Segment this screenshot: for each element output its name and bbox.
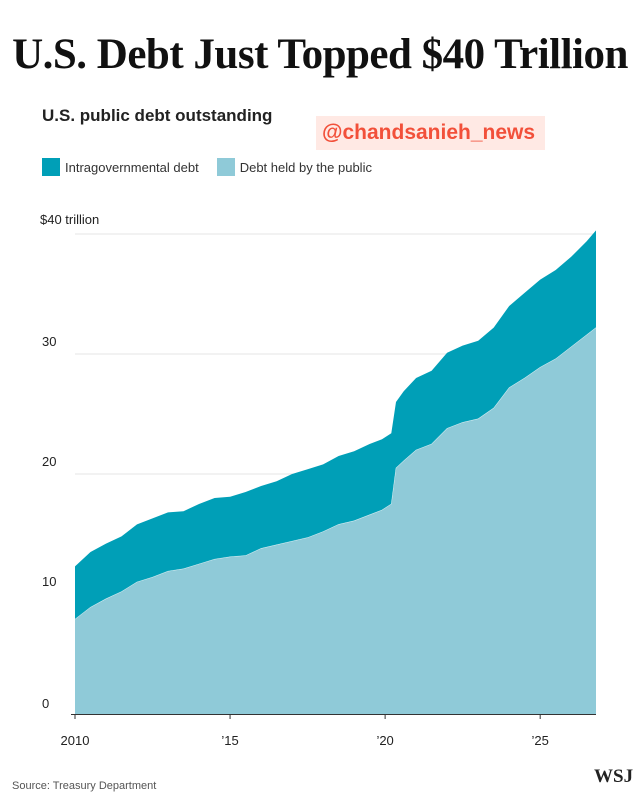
chart-legend: Intragovernmental debt Debt held by the … xyxy=(42,158,390,176)
area-debt-held-by-public xyxy=(75,327,596,714)
chart-title: U.S. Debt Just Topped $40 Trillion xyxy=(12,31,628,78)
x-tick-label-2015: ’15 xyxy=(221,733,238,748)
x-tick-label-2025: ’25 xyxy=(531,733,548,748)
y-tick-label-40: $40 trillion xyxy=(40,212,99,227)
series-boundary-line xyxy=(74,327,597,620)
y-tick-label-30: 30 xyxy=(42,334,56,349)
chart-subtitle: U.S. public debt outstanding xyxy=(42,106,273,125)
area-intragovernmental-debt xyxy=(75,230,596,620)
y-tick-label-20: 20 xyxy=(42,454,56,469)
legend-label-intragovernmental: Intragovernmental debt xyxy=(65,159,199,175)
watermark-handle: @chandsanieh_news xyxy=(316,116,546,150)
source-note: Source: Treasury Department xyxy=(12,780,157,792)
legend-item-intragovernmental: Intragovernmental debt xyxy=(42,158,199,176)
legend-swatch-intragovernmental xyxy=(42,158,60,176)
y-tick-label-10: 10 xyxy=(42,574,56,589)
x-tick-label-2020: ’20 xyxy=(376,733,393,748)
y-tick-label-0: 0 xyxy=(42,696,49,711)
legend-swatch-public xyxy=(216,158,235,176)
legend-label-public: Debt held by the public xyxy=(239,159,372,175)
wsj-logo: WSJ xyxy=(594,766,634,787)
legend-item-public: Debt held by the public xyxy=(216,158,372,176)
x-tick-label-2010: 2010 xyxy=(61,733,90,748)
